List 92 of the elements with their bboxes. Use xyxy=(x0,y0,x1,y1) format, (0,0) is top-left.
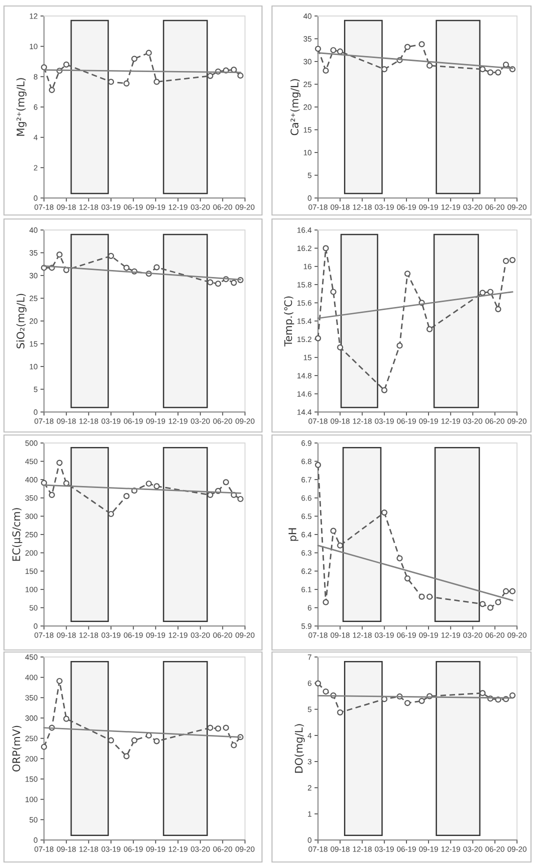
point xyxy=(418,698,425,704)
point xyxy=(215,280,222,287)
y-axis-title: ORP(mV) xyxy=(12,726,22,772)
point xyxy=(154,738,160,744)
point xyxy=(502,588,509,594)
point xyxy=(56,460,63,466)
point xyxy=(40,64,48,70)
point xyxy=(322,599,329,606)
point xyxy=(509,692,516,698)
point xyxy=(215,726,222,732)
point xyxy=(480,290,486,296)
point xyxy=(123,753,130,760)
point xyxy=(131,56,138,62)
point xyxy=(337,48,344,55)
point xyxy=(404,44,411,50)
point xyxy=(322,245,329,252)
y-axis-title: pH xyxy=(288,528,298,541)
point xyxy=(154,264,160,270)
point xyxy=(337,344,344,350)
point xyxy=(207,724,214,731)
y-axis-title: Mg²⁺(mg/L) xyxy=(16,78,26,136)
point xyxy=(396,342,403,349)
point xyxy=(40,480,48,486)
point xyxy=(426,326,433,332)
point xyxy=(108,510,114,518)
point xyxy=(509,256,516,264)
point xyxy=(314,335,322,342)
point xyxy=(63,61,70,68)
point xyxy=(404,575,411,582)
point xyxy=(48,86,55,94)
point xyxy=(108,78,114,85)
point xyxy=(404,700,411,706)
point xyxy=(48,492,55,498)
point xyxy=(108,252,114,259)
point xyxy=(131,737,138,744)
y-axis-title: Ca²⁺(mg/L) xyxy=(290,79,300,136)
y-axis-title: Temp.(℃) xyxy=(284,296,294,346)
point xyxy=(154,483,160,490)
point xyxy=(207,492,214,498)
point xyxy=(330,528,336,534)
y-axis-title: DO(mg/L) xyxy=(294,724,305,773)
point xyxy=(222,724,230,731)
point xyxy=(123,80,130,87)
point xyxy=(487,604,494,611)
point xyxy=(426,594,433,600)
point xyxy=(154,78,160,85)
point xyxy=(314,680,322,686)
y-axis-title: SiO₂(mg/L) xyxy=(16,294,26,348)
y-axis-title: EC(μS/cm) xyxy=(12,508,22,561)
point xyxy=(56,678,63,684)
point xyxy=(322,688,329,695)
point xyxy=(314,462,322,468)
point xyxy=(337,709,344,716)
point xyxy=(108,737,114,744)
point xyxy=(56,252,63,258)
point xyxy=(222,479,230,486)
point xyxy=(237,72,244,79)
point xyxy=(381,66,388,72)
point xyxy=(487,69,494,76)
point xyxy=(330,47,336,54)
point xyxy=(480,600,486,608)
point xyxy=(123,493,130,500)
point xyxy=(426,62,433,69)
point xyxy=(123,264,130,271)
point xyxy=(207,72,214,79)
point xyxy=(495,306,502,312)
point xyxy=(381,387,388,394)
point xyxy=(495,599,502,606)
point xyxy=(381,509,388,516)
point xyxy=(480,66,486,72)
point xyxy=(322,68,329,74)
point xyxy=(337,542,344,549)
point xyxy=(314,46,322,52)
point xyxy=(502,62,509,68)
point xyxy=(230,742,237,748)
point xyxy=(418,41,425,48)
point xyxy=(237,496,244,502)
point xyxy=(330,288,336,295)
point xyxy=(418,594,425,600)
point xyxy=(495,69,502,76)
point xyxy=(487,288,494,295)
point xyxy=(63,716,70,722)
point xyxy=(146,50,152,56)
point xyxy=(509,588,516,594)
point xyxy=(230,280,237,286)
point xyxy=(40,744,48,750)
point xyxy=(146,480,152,487)
point xyxy=(404,270,411,277)
point xyxy=(207,279,214,286)
point xyxy=(502,258,509,264)
point xyxy=(396,555,403,562)
point xyxy=(480,690,486,696)
